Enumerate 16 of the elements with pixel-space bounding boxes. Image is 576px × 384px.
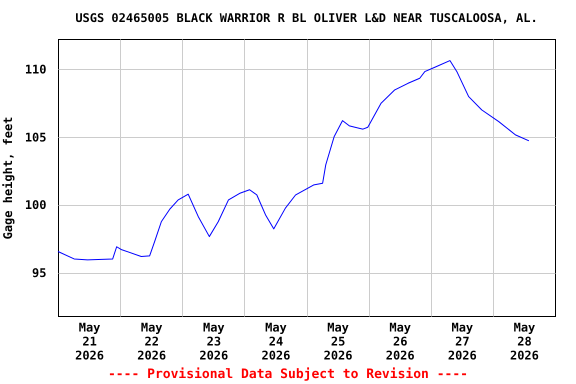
x-tick-label: May 22 2026 <box>137 320 166 362</box>
y-axis-title: Gage height, feet <box>0 116 15 240</box>
x-tick-label: May 25 2026 <box>324 320 353 362</box>
line-series <box>58 60 530 260</box>
y-tick-label: 100 <box>24 198 46 212</box>
y-tick-label: 110 <box>24 62 46 76</box>
y-tick-label: 95 <box>32 266 46 280</box>
text: ---- Provisional Data Subject to Revision ---- <box>106 367 470 382</box>
x-tick-label: May 27 2026 <box>448 320 477 362</box>
x-tick-label: May 21 2026 <box>75 320 104 362</box>
x-tick-label: May 23 2026 <box>199 320 228 362</box>
x-tick-label: May 24 2026 <box>261 320 290 362</box>
x-tick-label: May 28 2026 <box>510 320 539 362</box>
y-tick-label: 105 <box>24 130 46 144</box>
chart-title: USGS 02465005 BLACK WARRIOR R BL OLIVER L&D NEAR TUSCALOOSA, AL. <box>75 11 538 25</box>
x-tick-label: May 26 2026 <box>386 320 415 362</box>
